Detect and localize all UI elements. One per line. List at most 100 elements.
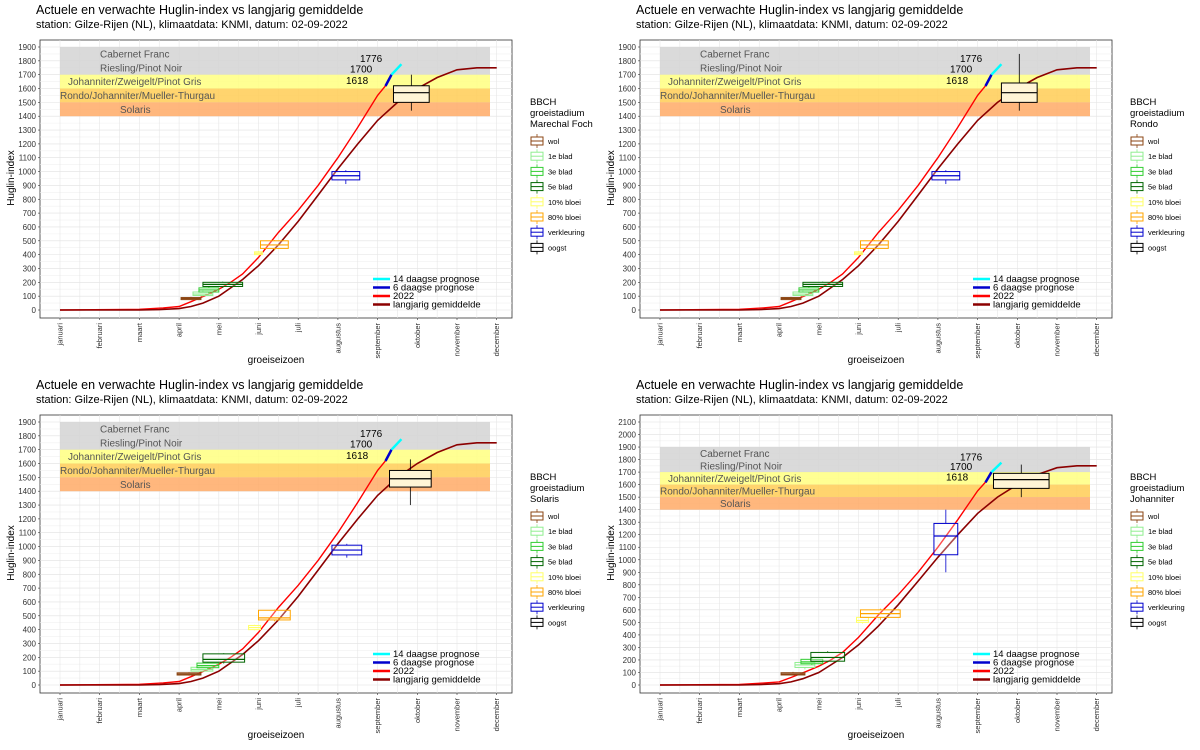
boxplot-oogst xyxy=(392,74,430,111)
y-tick-label: 800 xyxy=(623,581,637,590)
y-tick-label: 1300 xyxy=(18,501,36,510)
prognosis-label: 1776 xyxy=(960,54,983,65)
boxplot-oogst xyxy=(1000,53,1038,111)
legend-item-label: verkleuring xyxy=(548,603,585,612)
x-tick-label: september xyxy=(373,698,382,734)
boxplot-10-bloei xyxy=(854,251,863,256)
legend-item-label: oogst xyxy=(548,618,567,627)
line-legend-label: 2022 xyxy=(393,291,414,302)
line-legend-label: 6 daagse prognose xyxy=(393,283,474,294)
series-line xyxy=(60,442,497,686)
y-axis-label: Huglin-index xyxy=(6,525,17,581)
y-tick-label: 700 xyxy=(23,584,37,593)
line-legend-label: 6 daagse prognose xyxy=(993,658,1074,669)
band-label: Cabernet Franc xyxy=(100,49,169,60)
band-label: Rondo/Johanniter/Mueller-Thurgau xyxy=(60,466,215,477)
x-tick-label: januari xyxy=(656,698,665,722)
series-line xyxy=(384,74,393,87)
legend-item-label: wol xyxy=(547,137,560,146)
boxplot-5e-blad xyxy=(802,281,844,288)
y-tick-label: 500 xyxy=(23,612,37,621)
y-tick-label: 1800 xyxy=(618,456,636,465)
legend-item-label: 10% bloei xyxy=(1148,198,1181,207)
y-tick-label: 400 xyxy=(23,251,37,260)
prognosis-label: 1700 xyxy=(950,462,973,473)
chart-subtitle: station: Gilze-Rijen (NL), klimaatdata: … xyxy=(636,394,948,406)
legend-item-label: 5e blad xyxy=(1148,558,1173,567)
series-line xyxy=(659,481,987,686)
line-legend-label: 14 daagse prognose xyxy=(993,274,1080,285)
box xyxy=(202,653,246,663)
y-tick-label: 1900 xyxy=(618,43,636,52)
y-tick-label: 1800 xyxy=(618,57,636,66)
legend-item-label: wol xyxy=(1147,512,1160,521)
climate-band xyxy=(60,422,490,436)
x-tick-label: december xyxy=(492,698,501,732)
y-tick-label: 1400 xyxy=(618,506,636,515)
series-line xyxy=(390,63,403,76)
chart-title: Actuele en verwachte Huglin-index vs lan… xyxy=(636,378,963,392)
x-axis-label: groeiseizoen xyxy=(248,730,305,741)
x-tick-label: maart xyxy=(135,697,144,717)
y-tick-label: 1100 xyxy=(19,154,37,163)
band-label: Riesling/Pinot Noir xyxy=(100,438,183,449)
y-tick-label: 1400 xyxy=(618,112,636,121)
legend-item-label: wol xyxy=(547,512,560,521)
band-label: Cabernet Franc xyxy=(100,424,169,435)
x-tick-label: april xyxy=(175,323,184,338)
y-tick-label: 200 xyxy=(623,278,637,287)
legend-title: BBCH xyxy=(530,97,557,108)
boxplot-verkleuring xyxy=(933,509,959,573)
legend-item-label: 10% bloei xyxy=(1148,573,1181,582)
boxplot-wol xyxy=(780,296,802,301)
panel-rondo: Actuele en verwachte Huglin-index vs lan… xyxy=(606,3,1185,366)
y-tick-label: 300 xyxy=(23,639,37,648)
x-tick-label: januari xyxy=(656,323,665,347)
x-tick-label: april xyxy=(175,698,184,713)
y-tick-label: 1600 xyxy=(618,481,636,490)
legend-item-label: 3e blad xyxy=(548,167,573,176)
legend-item-label: 5e blad xyxy=(1148,183,1173,192)
y-axis: 0 100 200 300 400 500 600 700 800 900 1000 1100 1200… xyxy=(618,43,640,315)
y-tick-label: 1100 xyxy=(19,529,37,538)
legend-item-label: 1e blad xyxy=(548,152,573,161)
series-line xyxy=(984,74,993,87)
x-tick-label: augustus xyxy=(933,698,942,729)
y-tick-label: 1800 xyxy=(18,57,36,66)
series-line xyxy=(990,461,1003,474)
y-tick-label: 1700 xyxy=(18,446,36,455)
y-tick-label: 900 xyxy=(623,568,637,577)
legend-item-label: 5e blad xyxy=(548,558,573,567)
y-tick-label: 1200 xyxy=(618,531,636,540)
boxplot-80-bloei xyxy=(859,608,901,620)
y-tick-label: 1700 xyxy=(618,468,636,477)
box xyxy=(933,522,959,556)
y-tick-label: 1600 xyxy=(18,85,36,94)
chart-title: Actuele en verwachte Huglin-index vs lan… xyxy=(36,378,363,392)
x-tick-label: februari xyxy=(695,323,704,349)
climate-band xyxy=(60,477,490,492)
legend-item-label: oogst xyxy=(548,243,567,252)
boxplot-3e-blad xyxy=(196,662,220,670)
band-label: Cabernet Franc xyxy=(700,49,769,60)
climate-band xyxy=(660,497,1090,510)
y-tick-label: 1000 xyxy=(618,556,636,565)
legend-title: Johanniter xyxy=(1130,494,1174,505)
y-tick-label: 1500 xyxy=(18,98,36,107)
box xyxy=(392,85,430,103)
y-tick-label: 1300 xyxy=(618,518,636,527)
line-legend-label: 14 daagse prognose xyxy=(993,649,1080,660)
y-tick-label: 1500 xyxy=(18,473,36,482)
y-tick-label: 0 xyxy=(632,306,637,315)
y-tick-label: 600 xyxy=(623,223,637,232)
series-line xyxy=(59,460,387,686)
y-tick-label: 300 xyxy=(23,264,37,273)
line-legend-label: 14 daagse prognose xyxy=(393,274,480,285)
line-legend-label: 14 daagse prognose xyxy=(393,649,480,660)
climate-band xyxy=(60,88,490,103)
climate-band xyxy=(660,74,1090,89)
